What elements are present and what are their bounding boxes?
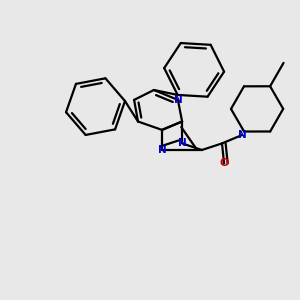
Text: N: N bbox=[173, 95, 182, 105]
Text: N: N bbox=[158, 145, 166, 155]
Text: N: N bbox=[178, 138, 187, 148]
Text: O: O bbox=[219, 158, 229, 169]
Text: N: N bbox=[238, 130, 247, 140]
